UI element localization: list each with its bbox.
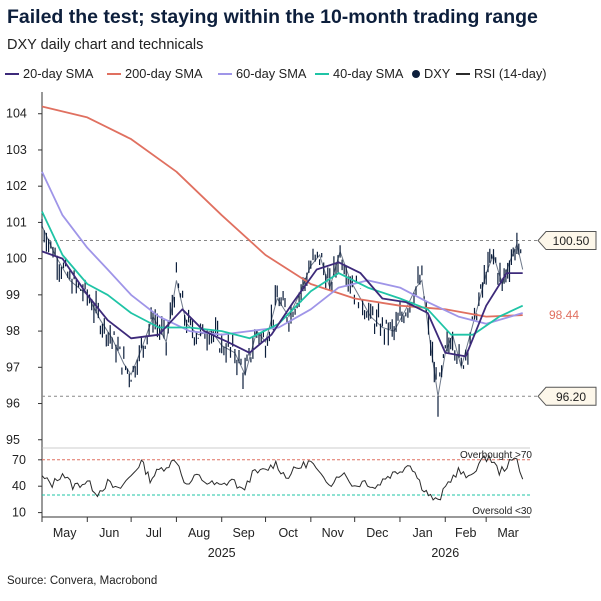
rsi-y-tick-label: 10 (12, 506, 26, 520)
x-tick-label: Sep (233, 526, 255, 540)
rsi-y-tick-label: 40 (12, 479, 26, 493)
y-tick-label: 96 (6, 397, 20, 411)
reference-callout (537, 231, 597, 251)
y-tick-label: 100 (6, 252, 27, 266)
x-tick-label: Jan (413, 526, 433, 540)
legend-item-rsi: RSI (14-day) (456, 66, 547, 81)
legend-dot-icon (412, 69, 420, 78)
sma200-value-label: 98.44 (549, 308, 579, 322)
rsi-line (41, 454, 524, 501)
legend-label: 40-day SMA (333, 66, 404, 81)
legend-label: 60-day SMA (236, 66, 307, 81)
x-tick-label: Jul (146, 526, 162, 540)
overbought-label: Overbought >70 (460, 450, 532, 461)
x-tick-label: Dec (366, 526, 388, 540)
rsi-y-tick-label: 70 (12, 453, 26, 467)
reference-label: 96.20 (556, 390, 586, 404)
dxy-daily-bars (41, 219, 522, 417)
legend-swatch (456, 72, 470, 75)
year-label: 2026 (431, 546, 459, 560)
y-tick-label: 99 (6, 288, 20, 302)
legend-item-dxy: DXY (412, 66, 450, 81)
x-tick-label: Nov (322, 526, 345, 540)
legend-item-200-day-sma: 200-day SMA (107, 66, 203, 81)
legend-item-20-day-sma: 20-day SMA (5, 66, 93, 81)
year-label: 2025 (208, 546, 236, 560)
y-tick-label: 101 (6, 215, 27, 229)
y-tick-label: 104 (6, 107, 27, 121)
x-tick-label: Oct (278, 526, 298, 540)
y-tick-label: 98 (6, 324, 20, 338)
dxy-series-line (41, 225, 524, 397)
legend-label: 20-day SMA (23, 66, 94, 81)
x-tick-label: May (53, 526, 77, 540)
source-note: Source: Convera, Macrobond (7, 575, 158, 587)
x-tick-label: Jun (99, 526, 119, 540)
legend-swatch (218, 72, 232, 75)
y-tick-label: 103 (6, 143, 27, 157)
x-tick-label: Feb (455, 526, 477, 540)
legend-label: 200-day SMA (125, 66, 203, 81)
y-tick-label: 102 (6, 179, 27, 193)
y-tick-label: 97 (6, 360, 20, 374)
legend-swatch (315, 72, 329, 75)
x-tick-label: Aug (188, 526, 210, 540)
reference-label: 100.50 (553, 234, 590, 248)
reference-callout (537, 386, 597, 406)
legend-swatch (107, 72, 121, 75)
x-tick-label: Mar (497, 526, 519, 540)
200-day-sma-line (41, 105, 523, 318)
legend-item-40-day-sma: 40-day SMA (315, 66, 403, 81)
60-day-sma-line (41, 171, 523, 336)
legend: 20-day SMA 200-day SMA 60-day SMA 40-day… (5, 66, 597, 86)
legend-swatch (5, 72, 19, 75)
oversold-label: Oversold <30 (472, 506, 532, 517)
legend-item-60-day-sma: 60-day SMA (218, 66, 306, 81)
chart-title: Failed the test; staying within the 10-m… (7, 6, 538, 28)
chart-subtitle: DXY daily chart and technicals (7, 37, 204, 53)
y-tick-label: 95 (6, 433, 20, 447)
20-day-sma-line (41, 250, 523, 358)
legend-label: RSI (14-day) (474, 66, 547, 81)
legend-label: DXY (424, 66, 451, 81)
